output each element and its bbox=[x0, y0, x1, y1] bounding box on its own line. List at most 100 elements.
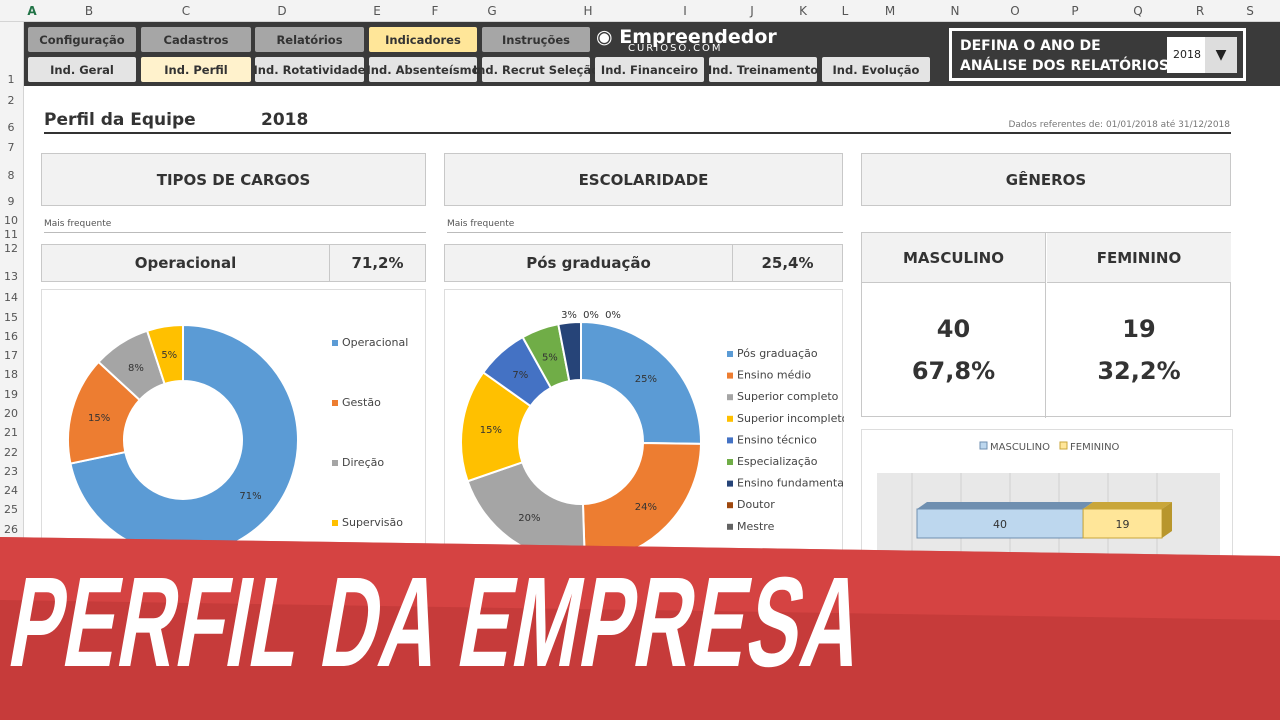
column-header[interactable]: I bbox=[683, 4, 687, 18]
column-header[interactable]: Q bbox=[1133, 4, 1143, 18]
column-header[interactable]: L bbox=[841, 4, 849, 18]
nav-ind-financeiro[interactable]: Ind. Financeiro bbox=[595, 57, 704, 82]
legend-item: Operacional bbox=[332, 336, 408, 349]
column-header[interactable]: F bbox=[431, 4, 439, 18]
nav-configuracao[interactable]: Configuração bbox=[28, 27, 136, 52]
legend-item: Superior completo bbox=[727, 390, 839, 403]
bar-segment-feminino bbox=[1082, 502, 1172, 539]
page-year: 2018 bbox=[261, 110, 309, 130]
row-header[interactable]: 26 bbox=[4, 523, 18, 536]
row-header[interactable]: 18 bbox=[4, 368, 18, 381]
row-header[interactable]: 6 bbox=[7, 121, 15, 134]
column-header[interactable]: C bbox=[181, 4, 191, 18]
column-header[interactable]: G bbox=[487, 4, 497, 18]
row-header[interactable]: 13 bbox=[4, 270, 18, 283]
nav-ind-recrut-selecao[interactable]: Ind. Recrut Seleção bbox=[473, 57, 599, 82]
legend-item: FEMININO bbox=[1059, 441, 1120, 453]
nav-ind-rotatividade[interactable]: Ind. Rotatividade bbox=[254, 57, 366, 82]
legend-item: Especialização bbox=[727, 455, 818, 468]
row-header[interactable]: 2 bbox=[7, 94, 15, 107]
chevron-down-icon[interactable]: ▼ bbox=[1205, 37, 1237, 73]
row-header[interactable]: 8 bbox=[7, 169, 15, 182]
row-header[interactable]: 17 bbox=[4, 349, 18, 362]
feminino-pct: 32,2% bbox=[1097, 357, 1181, 385]
slice-label: 71% bbox=[239, 491, 261, 502]
slice-label: 24% bbox=[635, 502, 657, 513]
svg-text:Pós graduação: Pós graduação bbox=[737, 347, 818, 360]
slice-label: 7% bbox=[512, 370, 528, 381]
column-header[interactable]: M bbox=[884, 4, 896, 18]
year-value: 2018 bbox=[1173, 48, 1201, 61]
row-header[interactable]: 20 bbox=[4, 407, 18, 420]
year-label-1: DEFINA O ANO DE bbox=[960, 38, 1101, 54]
nav-indicadores[interactable]: Indicadores bbox=[369, 27, 477, 52]
slice-label: 5% bbox=[542, 352, 558, 363]
column-header[interactable]: N bbox=[950, 4, 960, 18]
legend-item: Ensino técnico bbox=[727, 433, 817, 446]
cargos-chart-panel: 71% Operacional 15% Gestão 8% Direção 5% Superv… bbox=[41, 289, 426, 559]
legend-item: Supervisão bbox=[332, 516, 403, 529]
svg-text:FEMININO: FEMININO bbox=[1070, 442, 1120, 453]
row-header[interactable]: 23 bbox=[4, 465, 18, 478]
generos-bar-chart: 40 MASCULINO 19 FEMININO bbox=[877, 441, 1220, 570]
cargos-top-pct: 71,2% bbox=[329, 244, 426, 282]
row-header[interactable]: 14 bbox=[4, 291, 18, 304]
column-header[interactable]: B bbox=[84, 4, 94, 18]
row-header[interactable]: 9 bbox=[7, 195, 15, 208]
bar-label: 40 bbox=[993, 518, 1007, 531]
legend-item: Direção bbox=[332, 456, 384, 469]
column-header[interactable]: J bbox=[750, 4, 754, 18]
year-dropdown[interactable]: 2018 ▼ bbox=[1167, 37, 1237, 73]
column-header[interactable]: O bbox=[1010, 4, 1020, 18]
row-header[interactable]: 24 bbox=[4, 484, 18, 497]
row-header[interactable]: 25 bbox=[4, 503, 18, 516]
slice-label: 5% bbox=[161, 350, 177, 361]
nav-ind-treinamento[interactable]: Ind. Treinamento bbox=[708, 57, 818, 82]
svg-text:Mestre: Mestre bbox=[737, 520, 775, 533]
column-header[interactable]: A bbox=[27, 4, 37, 18]
masculino-label: MASCULINO bbox=[862, 233, 1045, 283]
row-header[interactable]: 10 bbox=[4, 214, 18, 227]
cargos-top-value: Operacional bbox=[41, 244, 330, 282]
column-header[interactable]: D bbox=[277, 4, 287, 18]
column-header[interactable]: R bbox=[1195, 4, 1205, 18]
column-header[interactable]: S bbox=[1246, 4, 1254, 18]
svg-text:Operacional: Operacional bbox=[342, 336, 408, 349]
logo-text: Empreendedor bbox=[619, 26, 777, 48]
legend-item: Gestão bbox=[332, 396, 381, 409]
svg-text:Gestão: Gestão bbox=[342, 396, 381, 409]
row-header[interactable]: 1 bbox=[7, 73, 15, 86]
generos-header: GÊNEROS bbox=[861, 153, 1231, 206]
nav-ind-absenteismo[interactable]: Ind. Absenteísmo bbox=[367, 57, 480, 82]
column-header[interactable]: K bbox=[799, 4, 807, 18]
nav-ind-perfil[interactable]: Ind. Perfil bbox=[141, 57, 251, 82]
logo-icon: ◉ bbox=[596, 26, 613, 48]
slice-label: 25% bbox=[635, 374, 657, 385]
row-header[interactable]: 21 bbox=[4, 426, 18, 439]
slice-label: 8% bbox=[128, 363, 144, 374]
banner-title: PERFIL DA EMPRESA bbox=[0, 551, 876, 694]
cargos-header: TIPOS DE CARGOS bbox=[41, 153, 426, 206]
column-header[interactable]: P bbox=[1071, 4, 1079, 18]
row-header[interactable]: 15 bbox=[4, 311, 18, 324]
row-header[interactable]: 22 bbox=[4, 446, 18, 459]
nav-ind-geral[interactable]: Ind. Geral bbox=[28, 57, 136, 82]
row-header[interactable]: 7 bbox=[7, 141, 15, 154]
row-header[interactable]: 11 bbox=[4, 228, 18, 241]
escolaridade-donut-chart: 25% Pós graduação 24% Ensino médio 20% Superi… bbox=[460, 310, 849, 563]
row-header[interactable]: 16 bbox=[4, 330, 18, 343]
nav-ind-evolucao[interactable]: Ind. Evolução bbox=[822, 57, 930, 82]
title-divider bbox=[44, 132, 1231, 134]
nav-instrucoes[interactable]: Instruções bbox=[482, 27, 590, 52]
generos-table: MASCULINO 40 67,8% FEMININO 19 32,2% bbox=[861, 232, 1231, 418]
nav-cadastros[interactable]: Cadastros bbox=[141, 27, 251, 52]
year-label-2: ANÁLISE DOS RELATÓRIOS bbox=[960, 58, 1169, 74]
slice-label: 0% bbox=[605, 310, 621, 321]
row-header[interactable]: 12 bbox=[4, 242, 18, 255]
row-header[interactable]: 19 bbox=[4, 388, 18, 401]
donut-slice bbox=[145, 323, 184, 386]
svg-text:Superior completo: Superior completo bbox=[737, 390, 839, 403]
column-header[interactable]: E bbox=[373, 4, 381, 18]
column-header[interactable]: H bbox=[583, 4, 593, 18]
nav-relatorios[interactable]: Relatórios bbox=[255, 27, 364, 52]
